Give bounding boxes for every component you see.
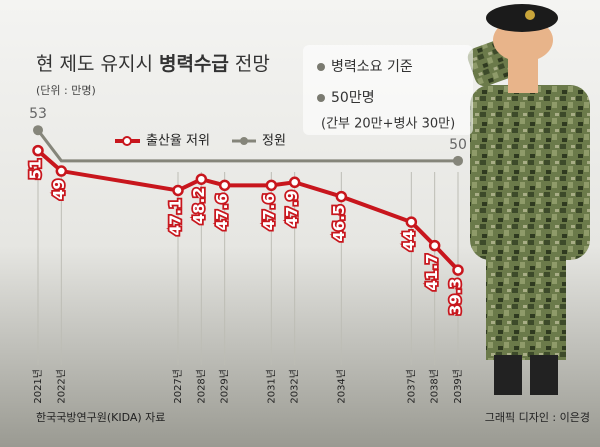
note: 병력소요 기준 — [331, 59, 413, 75]
x-tick-label: 2021년 — [32, 369, 44, 404]
x-tick-label: 2032년 — [289, 369, 301, 404]
plot: 2021년 2022년 2027년 2028년 2029년 2031년 2032년 2034년… — [25, 106, 467, 404]
legend-swatch — [122, 136, 132, 146]
point — [428, 239, 441, 252]
value-label: 49 — [50, 179, 68, 200]
x-tick-label: 2029년 — [219, 369, 231, 404]
point — [265, 179, 278, 192]
value-label: 44 — [400, 230, 418, 251]
x-tick-label: 2037년 — [405, 369, 417, 404]
note: (간부 20만+병사 30만) — [321, 117, 455, 132]
value-label: 39.3 — [447, 278, 465, 315]
point — [453, 155, 463, 166]
x-tick-label: 2034년 — [335, 369, 347, 404]
subtitle: (단위 : 만명) — [36, 84, 96, 97]
value-label: 48.2 — [190, 187, 208, 224]
title-bold: 병력수급 — [159, 53, 229, 75]
value-label: 46.5 — [330, 205, 348, 242]
point — [172, 184, 184, 197]
point — [32, 144, 44, 157]
source: 한국국방연구원(KIDA) 자료 — [36, 411, 165, 424]
soldier-illustration — [467, 4, 590, 395]
x-tick-label: 2038년 — [429, 369, 441, 404]
point — [405, 216, 418, 228]
point — [195, 173, 208, 185]
value-label: 53 — [29, 106, 47, 122]
value-label: 47.1 — [167, 198, 185, 235]
value-label: 47.6 — [213, 193, 231, 230]
point — [218, 179, 231, 192]
credit: 그래픽 디자인 : 이은경 — [485, 411, 590, 424]
series-line — [36, 129, 458, 163]
title-text: 현 제도 유지시 — [36, 53, 153, 75]
point — [452, 264, 464, 276]
x-tick-label: 2027년 — [172, 369, 184, 404]
title-end: 전망 — [235, 53, 270, 75]
value-label: 50 — [449, 137, 467, 153]
note: 50만명 — [331, 90, 375, 106]
x-tick-label: 2031년 — [265, 369, 277, 404]
value-label: 47.6 — [260, 193, 278, 230]
chart-title: 현 제도 유지시 병력수급 전망 — [36, 53, 270, 75]
point — [55, 165, 68, 177]
value-label: 51 — [27, 159, 45, 180]
legend-swatch — [240, 137, 248, 145]
legend-label: 출산율 저위 — [146, 134, 210, 149]
notes-box — [303, 45, 473, 135]
value-label: 47.9 — [283, 190, 301, 227]
point — [335, 190, 348, 203]
bullet — [317, 63, 325, 71]
x-tick-label: 2028년 — [195, 369, 207, 404]
bullet — [317, 94, 325, 102]
point — [33, 125, 43, 136]
x-tick-label: 2022년 — [55, 369, 67, 404]
x-tick-label: 2039년 — [452, 369, 464, 404]
legend-label: 정원 — [262, 134, 286, 149]
point — [288, 176, 301, 189]
value-label: 41.7 — [423, 254, 441, 291]
